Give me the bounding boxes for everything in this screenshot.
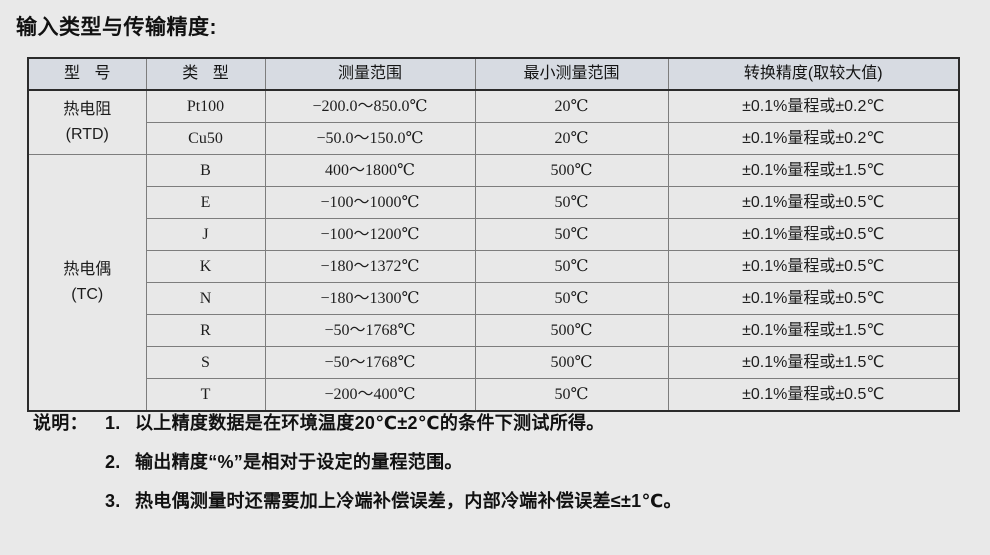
table-row: N −180～1300℃ 50℃ ±0.1%量程或±0.5℃ [28,282,960,315]
cell-min-range: 20℃ [474,89,669,123]
cell-min-range: 500℃ [474,154,669,187]
note-number-1: 1. [105,413,121,433]
table-row: E −100～1000℃ 50℃ ±0.1%量程或±0.5℃ [28,186,960,219]
note-item-3: 3. 热电偶测量时还需要加上冷端补偿误差，内部冷端补偿误差≤±1℃。 [33,487,973,513]
column-header-conversion-accuracy: 转换精度(取较大值) [667,57,960,91]
cell-accuracy: ±0.1%量程或±1.5℃ [667,346,960,379]
cell-range: −200～400℃ [264,378,476,412]
note-text-1: 以上精度数据是在环境温度20℃±2℃的条件下测试所得。 [135,413,605,433]
cell-range: −200.0～850.0℃ [264,89,476,123]
cell-accuracy: ±0.1%量程或±1.5℃ [667,154,960,187]
cell-accuracy: ±0.1%量程或±0.5℃ [667,250,960,283]
cell-accuracy: ±0.1%量程或±1.5℃ [667,314,960,347]
group-label-rtd: 热电阻 (RTD) [27,89,147,155]
notes-section: 说明： 1. 以上精度数据是在环境温度20℃±2℃的条件下测试所得。 2. 输出… [33,409,973,526]
cell-min-range: 50℃ [474,282,669,315]
cell-accuracy: ±0.1%量程或±0.2℃ [667,122,960,155]
note-item-1: 说明： 1. 以上精度数据是在环境温度20℃±2℃的条件下测试所得。 [33,409,973,435]
table-row: R −50～1768℃ 500℃ ±0.1%量程或±1.5℃ [28,314,960,347]
table-row: K −180～1372℃ 50℃ ±0.1%量程或±0.5℃ [28,250,960,283]
column-header-measuring-range: 测量范围 [264,57,476,91]
cell-min-range: 50℃ [474,378,669,412]
note-text-3: 热电偶测量时还需要加上冷端补偿误差，内部冷端补偿误差≤±1℃。 [135,491,682,511]
cell-type: E [145,186,266,219]
cell-accuracy: ±0.1%量程或±0.5℃ [667,218,960,251]
group-label-rtd-line2: (RTD) [65,125,109,143]
cell-range: 400～1800℃ [264,154,476,187]
column-header-type: 类 型 [145,57,266,91]
group-label-tc: 热电偶 (TC) [27,154,147,412]
cell-min-range: 500℃ [474,314,669,347]
note-item-2: 2. 输出精度“%”是相对于设定的量程范围。 [33,448,973,474]
cell-min-range: 50℃ [474,186,669,219]
table-header-row: 型 号 类 型 测量范围 最小测量范围 转换精度(取较大值) [27,57,960,91]
cell-accuracy: ±0.1%量程或±0.5℃ [667,186,960,219]
page-title: 输入类型与传输精度: [16,16,217,39]
table-row: 热电阻 (RTD) Pt100 −200.0～850.0℃ 20℃ ±0.1%量… [27,89,960,155]
notes-label: 说明： [33,413,88,433]
cell-min-range: 500℃ [474,346,669,379]
cell-range: −100～1000℃ [264,186,476,219]
cell-type: N [145,282,266,315]
cell-range: −180～1372℃ [264,250,476,283]
cell-range: −50～1768℃ [264,314,476,347]
table-row: T −200～400℃ 50℃ ±0.1%量程或±0.5℃ [28,378,960,412]
cell-range: −100～1200℃ [264,218,476,251]
cell-range: −50.0～150.0℃ [264,122,476,155]
column-header-min-measuring-range: 最小测量范围 [474,57,669,91]
cell-min-range: 20℃ [474,122,669,155]
cell-accuracy: ±0.1%量程或±0.5℃ [667,282,960,315]
column-header-model: 型 号 [27,57,147,91]
table-row: Cu50 −50.0～150.0℃ 20℃ ±0.1%量程或±0.2℃ [28,122,960,155]
cell-range: −180～1300℃ [264,282,476,315]
cell-min-range: 50℃ [474,250,669,283]
cell-type: K [145,250,266,283]
cell-accuracy: ±0.1%量程或±0.2℃ [667,89,960,123]
note-number-3: 3. [105,491,121,511]
cell-type: Cu50 [145,122,266,155]
note-text-2: 输出精度“%”是相对于设定的量程范围。 [135,452,463,472]
group-label-tc-line1: 热电偶 [63,260,112,278]
cell-type: R [145,314,266,347]
cell-min-range: 50℃ [474,218,669,251]
cell-type: J [145,218,266,251]
table-row: 热电偶 (TC) B 400～1800℃ 500℃ ±0.1%量程或±1.5℃ [27,154,960,412]
cell-type: Pt100 [145,89,266,123]
table-row: J −100～1200℃ 50℃ ±0.1%量程或±0.5℃ [28,218,960,251]
spec-table-container: 型 号 类 型 测量范围 最小测量范围 转换精度(取较大值) 热电阻 (RTD)… [27,57,960,412]
cell-type: S [145,346,266,379]
group-label-rtd-line1: 热电阻 [63,100,112,118]
table-row: S −50～1768℃ 500℃ ±0.1%量程或±1.5℃ [28,346,960,379]
input-type-accuracy-table: 型 号 类 型 测量范围 最小测量范围 转换精度(取较大值) 热电阻 (RTD)… [27,57,960,412]
cell-range: −50～1768℃ [264,346,476,379]
cell-accuracy: ±0.1%量程或±0.5℃ [667,378,960,412]
cell-type: T [145,378,266,412]
cell-type: B [145,154,266,187]
note-number-2: 2. [105,452,121,472]
group-label-tc-line2: (TC) [71,285,104,303]
